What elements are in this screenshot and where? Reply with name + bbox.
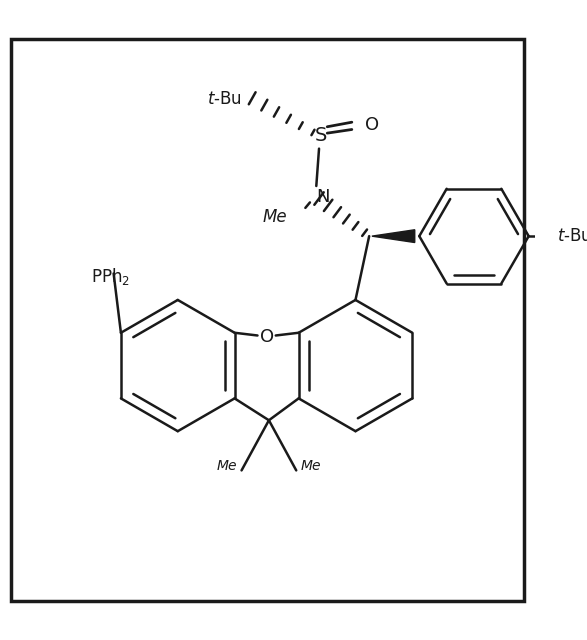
Text: $t$-Bu: $t$-Bu [207,90,242,108]
Text: Me: Me [301,459,321,473]
Text: PPh$_2$: PPh$_2$ [92,266,130,287]
Text: $t$-Bu: $t$-Bu [557,227,587,245]
Text: O: O [259,328,274,346]
Text: S: S [315,126,327,145]
Text: O: O [365,116,379,134]
Text: Me: Me [217,459,237,473]
Polygon shape [372,230,415,243]
Text: N: N [316,188,330,206]
Text: Me: Me [262,208,287,226]
